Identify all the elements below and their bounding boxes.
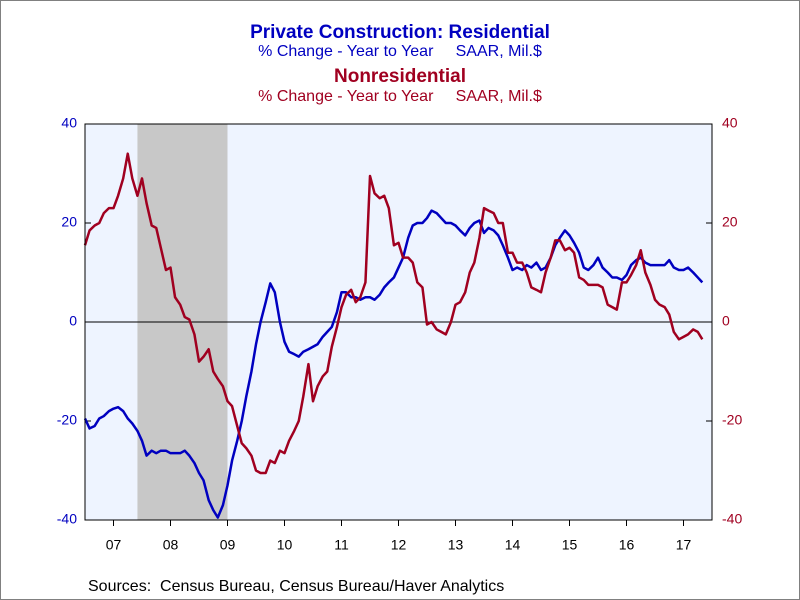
x-tick-label: 12 (391, 537, 407, 553)
y-tick-label: 0 (69, 313, 77, 329)
x-tick-label: 13 (448, 537, 464, 553)
y2-tick-label: 40 (722, 115, 738, 131)
chart-title: Private Construction: Residential (250, 22, 550, 43)
y2-tick-label: 20 (722, 214, 738, 230)
x-tick-label: 15 (562, 537, 578, 553)
y2-tick-label: -20 (722, 412, 742, 428)
y-tick-label: 40 (61, 115, 77, 131)
x-tick-label: 17 (676, 537, 692, 553)
y-tick-label: 20 (61, 214, 77, 230)
chart-title-2: Nonresidential (334, 66, 466, 87)
plot-border (84, 123, 713, 521)
x-tick-label: 11 (334, 537, 349, 553)
y-tick-label: -20 (57, 412, 77, 428)
x-tick-label: 16 (619, 537, 635, 553)
x-tick-label: 09 (220, 537, 236, 553)
y-tick-label: -40 (57, 511, 77, 527)
series-line (83, 152, 704, 475)
y2-tick-label: 0 (722, 313, 730, 329)
source-note: Sources: Census Bureau, Census Bureau/Ha… (88, 578, 504, 595)
y2-tick-label: -40 (722, 511, 742, 527)
x-tick-label: 07 (106, 537, 122, 553)
chart-subtitle: % Change - Year to Year SAAR, Mil.$ (258, 43, 542, 60)
chart-subtitle-2: % Change - Year to Year SAAR, Mil.$ (258, 88, 542, 105)
series-line (83, 209, 704, 519)
x-tick-label: 14 (505, 537, 521, 553)
x-tick-label: 10 (277, 537, 293, 553)
x-tick-label: 08 (163, 537, 179, 553)
